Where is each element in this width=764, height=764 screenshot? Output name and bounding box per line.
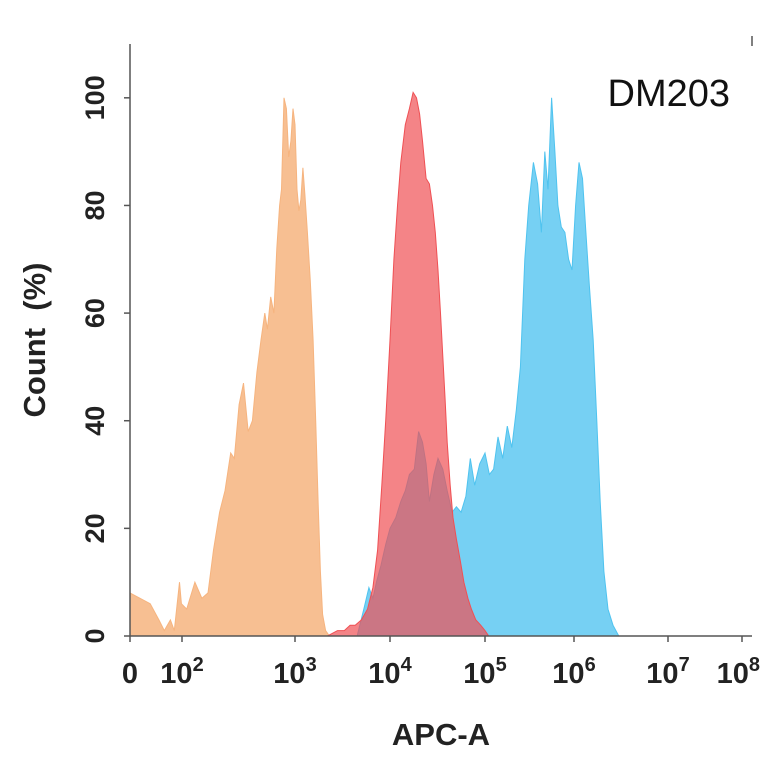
x-tick-label-base: 10 (646, 658, 678, 690)
x-tick-label: 105 (463, 654, 506, 690)
x-tick-label: 102 (160, 654, 203, 690)
x-tick-label-exponent: 2 (193, 654, 204, 676)
x-tick-label: 108 (717, 654, 760, 690)
histogram-series-1 (129, 97, 331, 637)
x-tick-label-base: 0 (122, 658, 138, 690)
x-axis-title: APC-A (392, 717, 490, 752)
y-tick-label: 40 (80, 406, 110, 436)
histogram-curves (129, 91, 620, 637)
x-tick-label-exponent: 6 (585, 654, 596, 676)
histogram-series-3 (327, 91, 490, 637)
x-tick-label-exponent: 3 (306, 654, 317, 676)
x-tick-label-exponent: 7 (679, 654, 690, 676)
x-tick-label-base: 10 (552, 658, 584, 690)
y-tick-label: 0 (80, 628, 110, 643)
x-tick-label-exponent: 8 (749, 654, 760, 676)
x-ticks: 0 102 103 104 105 106 107 108 (122, 636, 760, 690)
y-tick-label: 20 (80, 513, 110, 543)
axes (129, 36, 753, 637)
y-tick-label: 100 (80, 75, 110, 120)
y-ticks: 0 20 40 60 80 100 (80, 75, 130, 644)
x-tick-label: 0 (122, 658, 138, 690)
x-tick-label-base: 10 (160, 658, 192, 690)
y-tick-label: 80 (80, 190, 110, 220)
x-tick-label-base: 10 (273, 658, 305, 690)
x-tick-label: 107 (646, 654, 689, 690)
y-tick-label: 60 (80, 298, 110, 328)
x-tick-label-exponent: 5 (496, 654, 507, 676)
x-tick-label: 103 (273, 654, 316, 690)
x-tick-label: 106 (552, 654, 595, 690)
x-tick-label-base: 10 (717, 658, 749, 690)
y-axis-title: Count (%) (17, 263, 52, 418)
x-tick-label-exponent: 4 (401, 654, 413, 676)
x-tick-label-base: 10 (463, 658, 495, 690)
x-tick-label-base: 10 (368, 658, 400, 690)
chart-annotation: DM203 (608, 73, 731, 115)
x-tick-label: 104 (368, 654, 412, 690)
